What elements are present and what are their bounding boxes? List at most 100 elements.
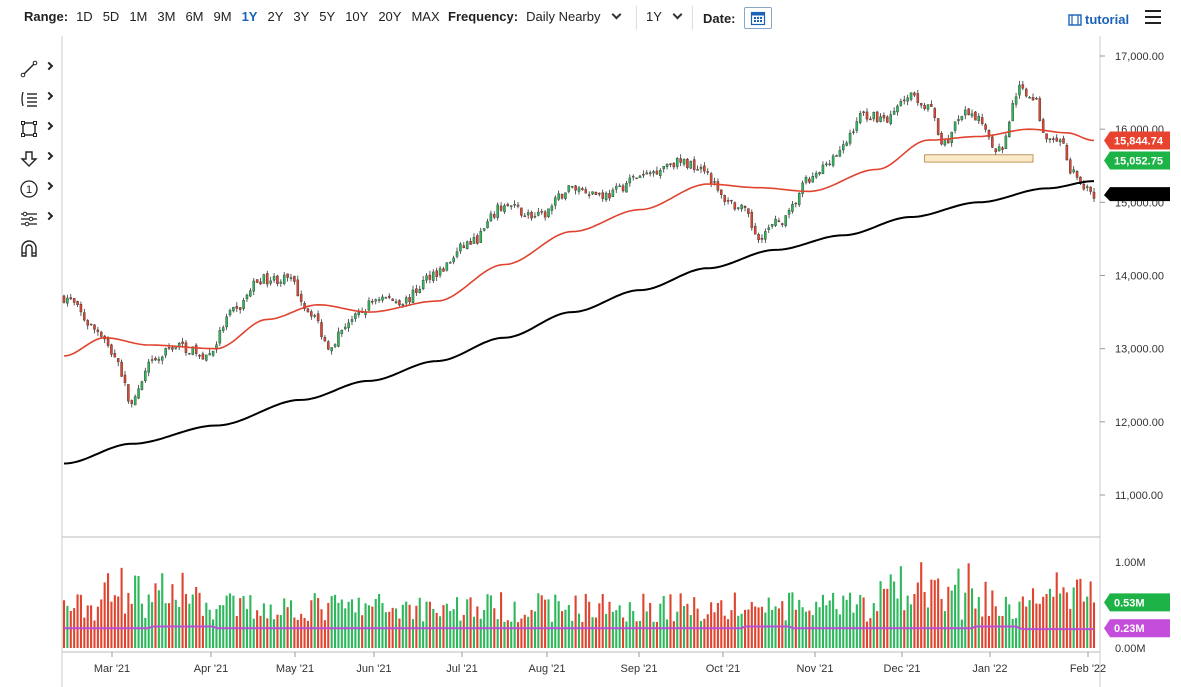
range-button-1y[interactable]: 1Y [241,9,258,24]
frequency-label: Frequency: [448,9,519,24]
candle-body [889,114,892,124]
candle-body [774,218,777,226]
candle-body [262,274,266,284]
range-button-5d[interactable]: 5D [102,9,120,24]
volume-bar [621,617,625,648]
range-button-6m[interactable]: 6M [185,9,204,24]
arrow-tool[interactable] [18,144,58,174]
volume-bar [269,604,272,648]
candle-body [371,300,374,303]
volume-bar [479,618,482,648]
volume-bar [845,599,848,648]
volume-bar [876,611,879,648]
candle-body [963,109,967,116]
volume-bar [865,621,869,648]
time-tick-label: Jul '21 [446,663,477,675]
volume-bar [506,620,509,648]
candle-body [950,131,953,143]
volume-bar [916,582,919,648]
candle-body [493,214,496,218]
volume-bars [62,562,1096,648]
range-button-3m[interactable]: 3M [157,9,176,24]
candle-body [147,361,150,373]
volume-bar [788,592,791,648]
tutorial-link[interactable]: tutorial [1068,12,1129,27]
range-button-max[interactable]: MAX [411,9,440,24]
candle-body [757,234,760,241]
volume-bar [547,599,550,648]
candle-body [747,208,750,214]
annotation-tool[interactable]: 1 [18,174,58,204]
candle-body [418,288,422,293]
frequency-dropdown[interactable]: Daily Nearby [526,9,621,24]
menu-button[interactable] [1145,10,1161,24]
calendar-button[interactable] [743,7,772,29]
magnet-tool[interactable] [18,234,58,264]
range-button-1m[interactable]: 1M [129,9,148,24]
range-button-3y[interactable]: 3Y [293,9,310,24]
candle-body [655,170,659,175]
volume-bar [676,611,679,648]
candle-body [899,100,903,106]
shape-tool[interactable] [18,114,58,144]
candle-body [936,118,940,135]
candle-body [1011,103,1014,122]
tutorial-label: tutorial [1085,12,1130,27]
volume-bar [771,609,774,648]
candle-body [486,221,489,229]
candle-body [343,326,347,330]
volume-bar [977,597,980,648]
range-button-10y[interactable]: 10Y [345,9,369,24]
range-button-2y[interactable]: 2Y [267,9,284,24]
range-button-9m[interactable]: 9M [213,9,232,24]
volume-bar [998,615,1001,648]
volume-bar [540,595,543,648]
volume-bar [940,598,943,648]
volume-bar [767,597,770,648]
volume-bar [710,602,713,648]
candle-body [310,311,313,317]
candle-body [926,104,930,110]
fib-tool[interactable] [18,84,58,114]
volume-bar [106,573,110,648]
candle-body [110,344,113,355]
volume-bar [703,618,706,648]
avg-volume-badge: 0.23M [1114,623,1145,635]
candle-body [987,130,991,138]
volume-bar [859,594,862,648]
candle-body [255,279,259,283]
measure-tool[interactable] [18,204,58,234]
candle-body [432,271,435,281]
volume-bar [954,584,957,648]
candle-body [428,274,432,280]
volume-bar [811,615,814,648]
candle-body [648,172,652,175]
candle-body [198,354,201,357]
volume-bar [821,594,824,648]
ma-fast-line [63,128,1095,357]
ma-fast-badge: 15,844.74 [1114,136,1164,148]
volume-bar [398,618,401,648]
candle-body [743,206,747,208]
period-dropdown[interactable]: 1Y [646,9,683,24]
magnet-icon [18,238,40,260]
price-chart[interactable]: 17,000.0016,000.0015,000.0014,000.0013,0… [0,36,1181,687]
candle-body [808,178,811,183]
volume-bar [608,601,611,648]
candle-body [557,193,560,200]
volume-bar [520,618,523,648]
volume-bar [869,618,872,648]
range-button-20y[interactable]: 20Y [378,9,402,24]
volume-bar [832,592,835,648]
candle-body [540,211,543,213]
line-tool[interactable] [18,54,58,84]
candle-body [533,215,537,218]
candle-body [699,166,703,170]
frequency-selector: Frequency: Daily Nearby [448,9,621,24]
candle-body [164,348,167,356]
range-button-5y[interactable]: 5Y [319,9,336,24]
candle-body [1085,186,1089,188]
volume-bar [561,611,564,648]
candle-body [767,227,770,231]
range-button-1d[interactable]: 1D [76,9,93,24]
